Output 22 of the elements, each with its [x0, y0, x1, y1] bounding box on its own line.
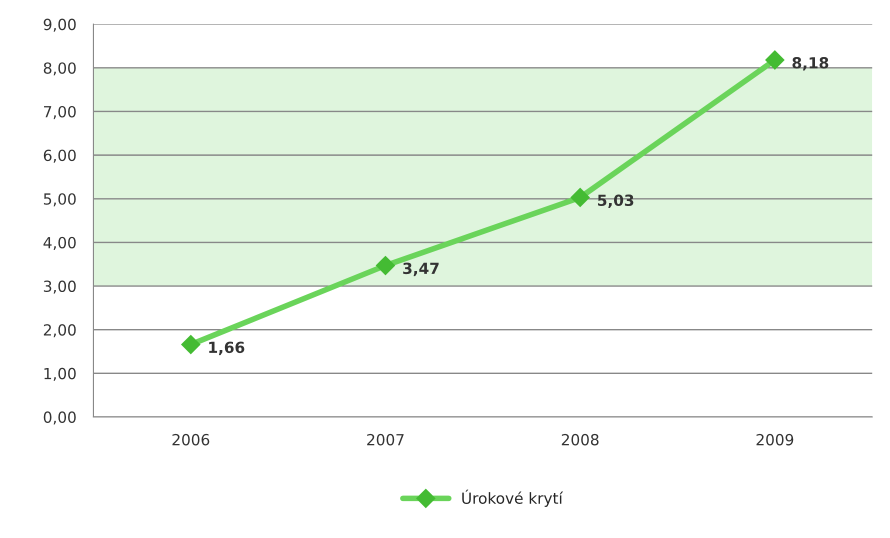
x-tick-label: 2007 [367, 434, 404, 446]
point [181, 334, 200, 354]
data-label: 3,47 [403, 262, 439, 276]
y-tick-label: 7,00 [44, 106, 76, 120]
point [570, 188, 590, 207]
data-label: 8,18 [792, 57, 828, 71]
y-tick-label: 0,00 [44, 411, 76, 425]
y-tick-label: 8,00 [44, 62, 76, 76]
y-tick-label: 2,00 [44, 324, 76, 338]
point [765, 50, 784, 70]
x-tick-label: 2009 [756, 434, 794, 446]
data-label: 1,66 [209, 342, 244, 356]
y-tick-label: 4,00 [44, 236, 76, 250]
y-tick-label: 5,00 [44, 193, 76, 206]
legend-label: Úrokové krytí [462, 490, 564, 507]
x-tick-label: 2008 [562, 434, 599, 446]
x-tick-label: 2006 [172, 434, 210, 446]
y-tick-label: 6,00 [44, 150, 76, 163]
y-tick-label: 3,00 [44, 280, 76, 294]
y-tick-label: 9,00 [44, 18, 76, 32]
point [376, 256, 396, 276]
y-tick-label: 1,00 [44, 368, 76, 381]
